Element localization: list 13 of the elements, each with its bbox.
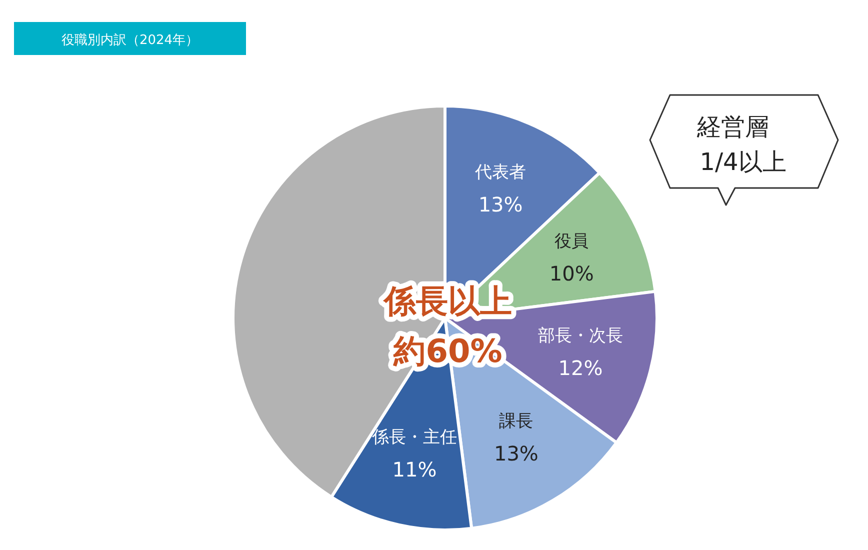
slice-label: 代表者 [474,162,526,183]
data-label: 13% [478,192,523,217]
text: 1/4以上 [700,148,786,176]
text: 経営層 [696,113,769,141]
data-label: 12% [558,356,603,380]
data-label: 13% [494,441,538,466]
text: 役職別内訳（2024年） [61,33,199,48]
slice-label: 課長 [499,411,534,432]
data-label: 10% [549,261,594,286]
slice-label: 係長・主任 [370,428,457,448]
slice-label: 役員 [554,231,589,252]
slice-label: 部長・次長 [538,326,624,346]
data-label: 11% [392,458,437,482]
